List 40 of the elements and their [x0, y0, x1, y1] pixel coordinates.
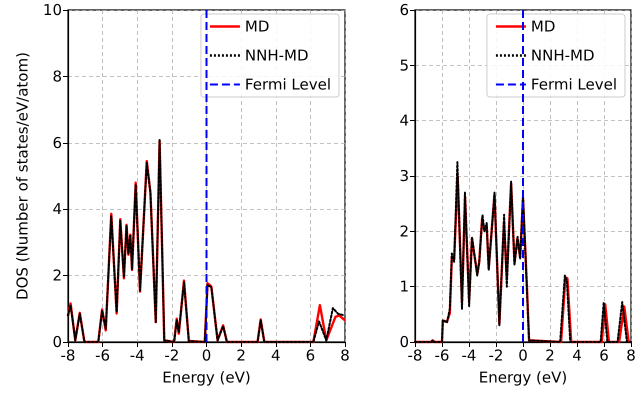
x-tick-label: -2	[488, 346, 504, 364]
y-tick-label: 2	[399, 222, 409, 240]
y-tick-label: 3	[399, 167, 409, 185]
x-tick-label: 8	[340, 346, 350, 364]
x-tick-label: -4	[462, 346, 476, 364]
y-tick-label: 0	[399, 333, 409, 351]
legend-label: MD	[530, 18, 556, 36]
x-tick-label: -6	[434, 346, 450, 364]
x-tick-label: -8	[408, 346, 422, 364]
y-axis-title: DOS (Number of states/eV/atom)	[14, 52, 32, 300]
y-tick-label: 2	[52, 266, 62, 285]
x-tick-label: 0	[202, 346, 212, 364]
y-tick-label: 0	[52, 333, 62, 351]
y-tick-label: 6	[399, 1, 409, 19]
legend-label: NNH-MD	[530, 46, 595, 64]
y-tick-label: 4	[52, 200, 62, 218]
ref-line-label: Fermi Level	[244, 76, 332, 94]
y-tick-label: 6	[52, 134, 62, 152]
x-tick-label: 8	[626, 346, 636, 364]
legend-label: NNH-MD	[244, 46, 309, 64]
x-axis-title: Energy (eV)	[478, 368, 568, 386]
y-tick-label: 8	[52, 67, 62, 86]
x-tick-label: 6	[306, 346, 316, 364]
x-tick-label: 6	[599, 346, 609, 364]
x-tick-label: 2	[236, 346, 246, 364]
y-tick-label: 1	[399, 278, 409, 296]
x-tick-label: 4	[572, 346, 582, 364]
y-tick-label: 5	[399, 56, 409, 74]
x-tick-label: 2	[545, 346, 555, 364]
y-tick-label: 4	[399, 112, 409, 130]
x-tick-label: -2	[164, 346, 180, 364]
legend-label: MD	[244, 18, 270, 36]
x-axis-title: Energy (eV)	[162, 368, 251, 386]
x-tick-label: -4	[130, 346, 145, 364]
x-tick-label: 4	[270, 346, 281, 364]
y-tick-label: 10	[42, 1, 62, 19]
x-tick-label: -6	[95, 346, 110, 364]
ref-line-label: Fermi Level	[530, 76, 618, 94]
x-tick-label: -8	[60, 346, 76, 364]
x-tick-label: 0	[518, 346, 528, 364]
